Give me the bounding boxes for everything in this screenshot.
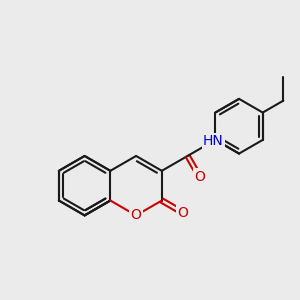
Text: O: O [194,169,205,184]
Text: O: O [178,206,188,220]
Text: O: O [131,208,142,222]
Text: HN: HN [203,134,224,148]
